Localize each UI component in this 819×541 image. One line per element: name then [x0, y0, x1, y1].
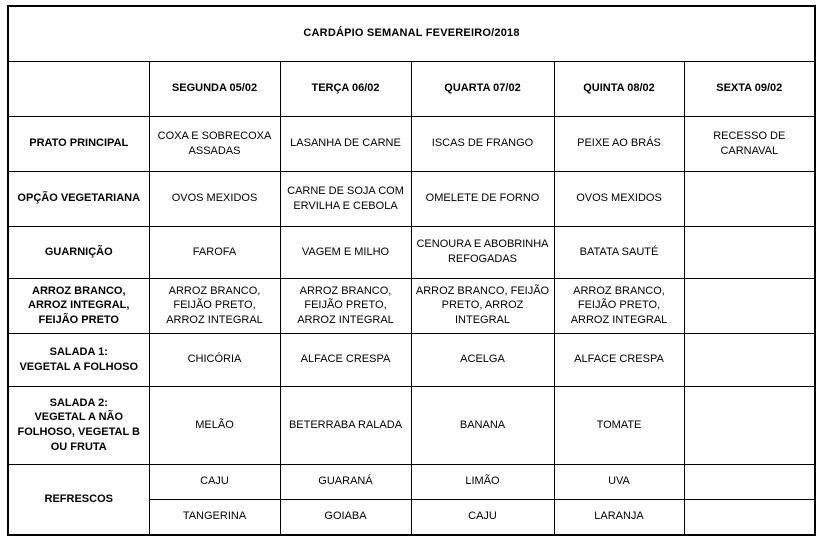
menu-cell-segunda: MELÃO — [148, 385, 281, 465]
menu-cell-quinta: PEIXE AO BRÁS — [553, 115, 685, 172]
menu-cell-segunda: OVOS MEXIDOS — [148, 170, 281, 227]
menu-cell-quinta: ARROZ BRANCO, FEIJÃO PRETO, ARROZ INTEGR… — [553, 277, 685, 334]
menu-cell-segunda: TANGERINA — [148, 498, 281, 536]
weekly-menu-table: CARDÁPIO SEMANAL FEVEREIRO/2018 SEGUNDA … — [7, 5, 817, 536]
menu-cell-quinta: ALFACE CRESPA — [553, 332, 685, 387]
menu-cell-quinta: LARANJA — [553, 498, 685, 536]
table-row-salada-1: SALADA 1: VEGETAL A FOLHOSO CHICÓRIA ALF… — [7, 332, 816, 387]
menu-cell-sexta — [683, 332, 816, 387]
row-label-guarnicao: GUARNIÇÃO — [7, 225, 150, 279]
menu-cell-sexta — [683, 498, 816, 536]
table-row-opcao-vegetariana: OPÇÃO VEGETARIANA OVOS MEXIDOS CARNE DE … — [7, 170, 816, 227]
column-header-segunda: SEGUNDA 05/02 — [148, 60, 281, 117]
menu-cell-segunda: CHICÓRIA — [148, 332, 281, 387]
menu-cell-quarta: OMELETE DE FORNO — [410, 170, 555, 227]
row-label-arroz-feijao: ARROZ BRANCO, ARROZ INTEGRAL, FEIJÃO PRE… — [7, 277, 150, 334]
row-label-prato-principal: PRATO PRINCIPAL — [7, 115, 150, 172]
menu-cell-quarta: CENOURA E ABOBRINHA REFOGADAS — [410, 225, 555, 279]
column-header-empty — [7, 60, 150, 117]
menu-cell-quarta: CAJU — [410, 498, 555, 536]
menu-cell-terca: ALFACE CRESPA — [279, 332, 412, 387]
recesso-carnaval-note: RECESSO DE CARNAVAL — [683, 115, 816, 172]
table-title: CARDÁPIO SEMANAL FEVEREIRO/2018 — [7, 5, 816, 62]
menu-cell-segunda: COXA E SOBRECOXA ASSADAS — [148, 115, 281, 172]
menu-cell-quinta: UVA — [553, 463, 685, 500]
menu-cell-terca: VAGEM E MILHO — [279, 225, 412, 279]
menu-cell-sexta — [683, 277, 816, 334]
menu-cell-terca: BETERRABA RALADA — [279, 385, 412, 465]
column-header-terca: TERÇA 06/02 — [279, 60, 412, 117]
row-label-opcao-vegetariana: OPÇÃO VEGETARIANA — [7, 170, 150, 227]
table-row-prato-principal: PRATO PRINCIPAL COXA E SOBRECOXA ASSADAS… — [7, 115, 816, 172]
menu-cell-sexta — [683, 170, 816, 227]
menu-cell-terca: GOIABA — [279, 498, 412, 536]
menu-cell-segunda: ARROZ BRANCO, FEIJÃO PRETO, ARROZ INTEGR… — [148, 277, 281, 334]
menu-cell-sexta — [683, 463, 816, 500]
menu-cell-sexta — [683, 385, 816, 465]
menu-cell-terca: CARNE DE SOJA COM ERVILHA E CEBOLA — [279, 170, 412, 227]
table-row-salada-2: SALADA 2: VEGETAL A NÃO FOLHOSO, VEGETAL… — [7, 385, 816, 465]
table-row-refrescos-1: REFRESCOS CAJU GUARANÁ LIMÃO UVA — [7, 463, 816, 536]
column-header-quinta: QUINTA 08/02 — [553, 60, 685, 117]
row-label-refrescos: REFRESCOS — [7, 463, 150, 536]
column-header-quarta: QUARTA 07/02 — [410, 60, 555, 117]
row-label-salada-1: SALADA 1: VEGETAL A FOLHOSO — [7, 332, 150, 387]
menu-cell-segunda: FAROFA — [148, 225, 281, 279]
menu-cell-terca: GUARANÁ — [279, 463, 412, 500]
menu-cell-quarta: ISCAS DE FRANGO — [410, 115, 555, 172]
menu-cell-quinta: TOMATE — [553, 385, 685, 465]
row-label-salada-2: SALADA 2: VEGETAL A NÃO FOLHOSO, VEGETAL… — [7, 385, 150, 465]
menu-cell-quarta: BANANA — [410, 385, 555, 465]
column-header-sexta: SEXTA 09/02 — [683, 60, 816, 117]
title-row: CARDÁPIO SEMANAL FEVEREIRO/2018 — [7, 5, 816, 62]
menu-cell-segunda: CAJU — [148, 463, 281, 500]
menu-cell-quinta: BATATA SAUTÉ — [553, 225, 685, 279]
menu-cell-sexta — [683, 225, 816, 279]
menu-cell-quarta: LIMÃO — [410, 463, 555, 500]
menu-cell-quinta: OVOS MEXIDOS — [553, 170, 685, 227]
table-row-arroz-feijao: ARROZ BRANCO, ARROZ INTEGRAL, FEIJÃO PRE… — [7, 277, 816, 334]
menu-cell-terca: LASANHA DE CARNE — [279, 115, 412, 172]
table-row-guarnicao: GUARNIÇÃO FAROFA VAGEM E MILHO CENOURA E… — [7, 225, 816, 279]
header-row: SEGUNDA 05/02 TERÇA 06/02 QUARTA 07/02 Q… — [7, 60, 816, 117]
menu-cell-terca: ARROZ BRANCO, FEIJÃO PRETO, ARROZ INTEGR… — [279, 277, 412, 334]
menu-cell-quarta: ARROZ BRANCO, FEIJÃO PRETO, ARROZ INTEGR… — [410, 277, 555, 334]
table-row-refrescos-2: TANGERINA GOIABA CAJU LARANJA — [8, 498, 816, 536]
menu-cell-quarta: ACELGA — [410, 332, 555, 387]
